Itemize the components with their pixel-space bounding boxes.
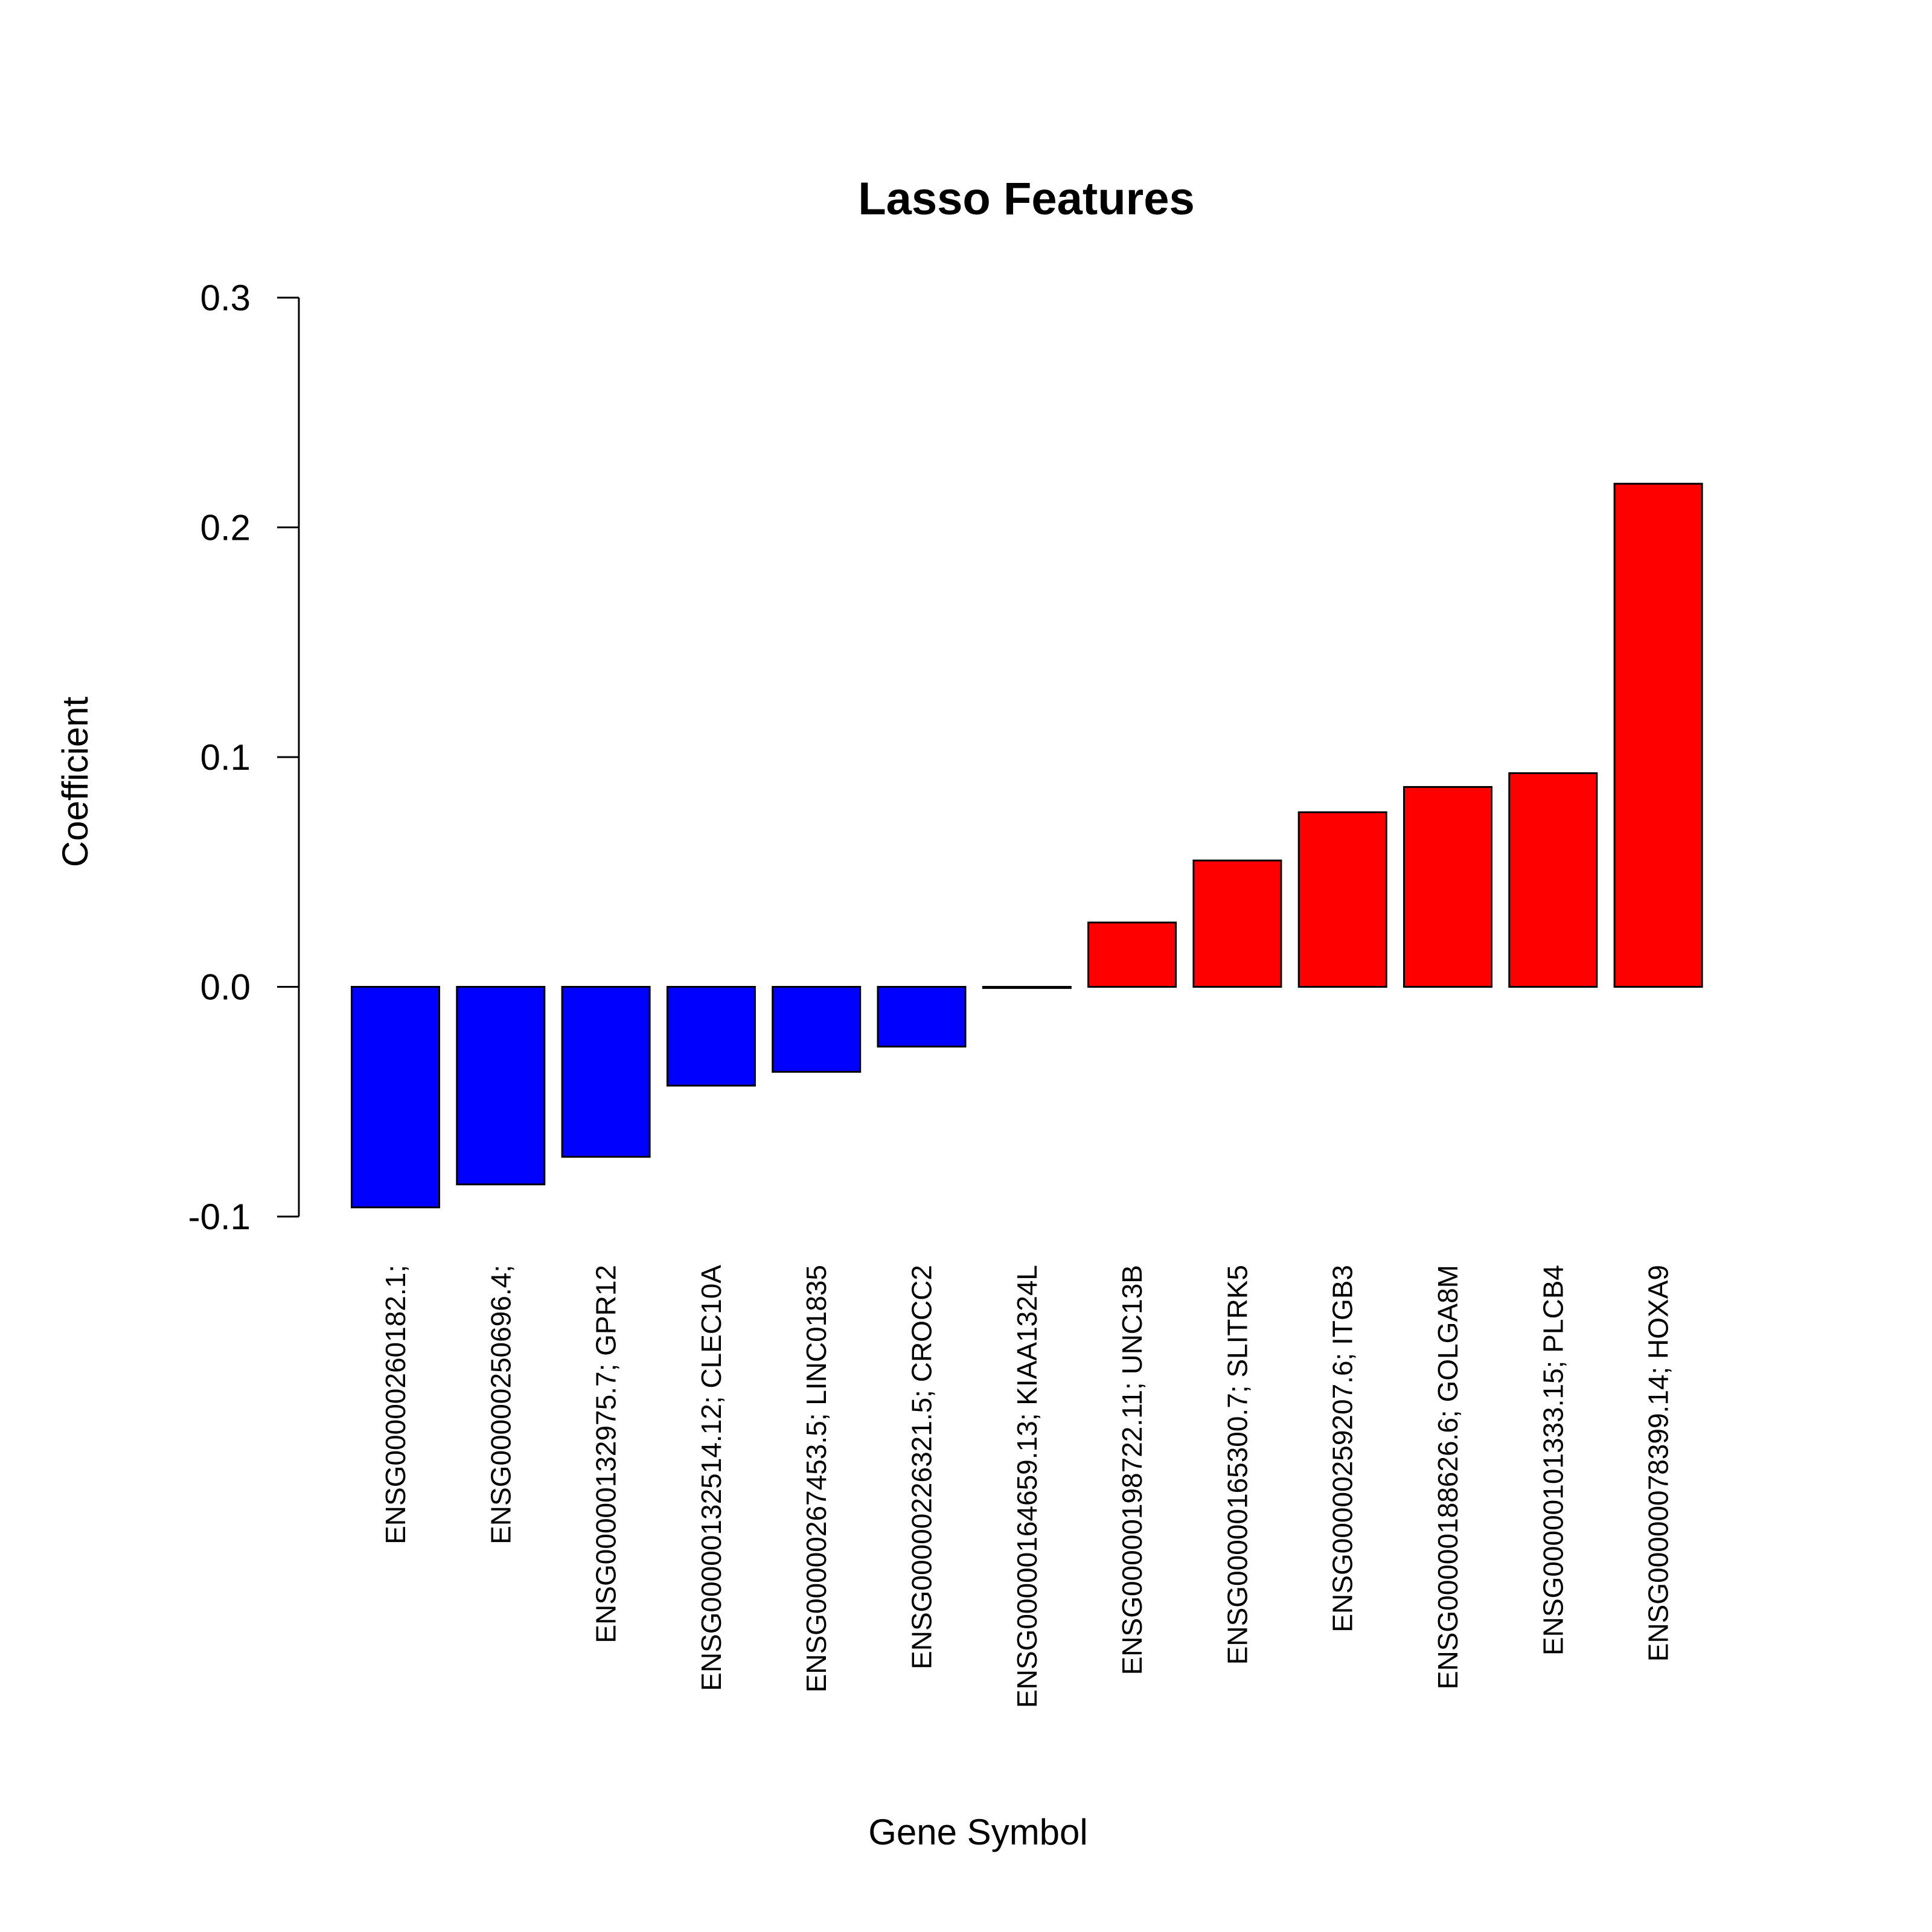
x-category-label: ENSG00000250696.4;: [485, 1265, 516, 1544]
y-tick-label: -0.1: [188, 1197, 251, 1237]
bar: [1087, 921, 1177, 988]
x-category-label: ENSG00000267453.5; LINC01835: [801, 1265, 832, 1692]
x-axis-label: Gene Symbol: [868, 1812, 1088, 1852]
bar: [1403, 785, 1492, 988]
y-tick-label: 0.3: [200, 278, 251, 318]
bar: [666, 986, 756, 1087]
y-tick-label: 0.0: [200, 967, 251, 1008]
bars-group: [351, 482, 1703, 1209]
bar: [1613, 482, 1703, 988]
x-category-label: ENSG00000165300.7; SLITRK5: [1221, 1265, 1253, 1665]
bar: [1192, 859, 1282, 988]
bar: [1508, 772, 1598, 988]
bar: [1297, 811, 1387, 988]
bar: [561, 986, 651, 1158]
category-labels-group: ENSG00000260182.1; ENSG00000250696.4; ENSG…: [380, 1265, 1674, 1708]
bar: [982, 986, 1072, 989]
bar: [456, 986, 546, 1186]
bar: [351, 986, 440, 1209]
y-tick-label: 0.2: [200, 508, 251, 548]
x-category-label: ENSG00000259207.6; ITGB3: [1327, 1265, 1358, 1633]
bar: [772, 986, 862, 1073]
x-category-label: ENSG00000078399.14; HOXA9: [1643, 1265, 1674, 1662]
x-category-label: ENSG00000188626.6; GOLGA8M: [1432, 1265, 1463, 1689]
x-category-label: ENSG00000260182.1;: [380, 1265, 411, 1544]
x-category-label: ENSG00000132514.12; CLEC10A: [696, 1265, 727, 1691]
x-category-label: ENSG00000198722.11; UNC13B: [1116, 1265, 1148, 1675]
x-category-label: ENSG00000101333.15; PLCB4: [1537, 1265, 1569, 1655]
x-category-label: ENSG00000132975.7; GPR12: [590, 1265, 622, 1643]
bar: [877, 986, 967, 1048]
x-category-label: ENSG00000164659.13; KIAA1324L: [1011, 1265, 1043, 1708]
y-tick-label: 0.1: [200, 737, 251, 778]
chart-title: Lasso Features: [858, 173, 1195, 225]
y-axis-label: Coefficient: [55, 696, 95, 867]
x-category-label: ENSG00000226321.5; CROCC2: [906, 1265, 938, 1669]
y-axis: -0.1 0.0 0.1 0.2 0.3: [188, 278, 300, 1237]
